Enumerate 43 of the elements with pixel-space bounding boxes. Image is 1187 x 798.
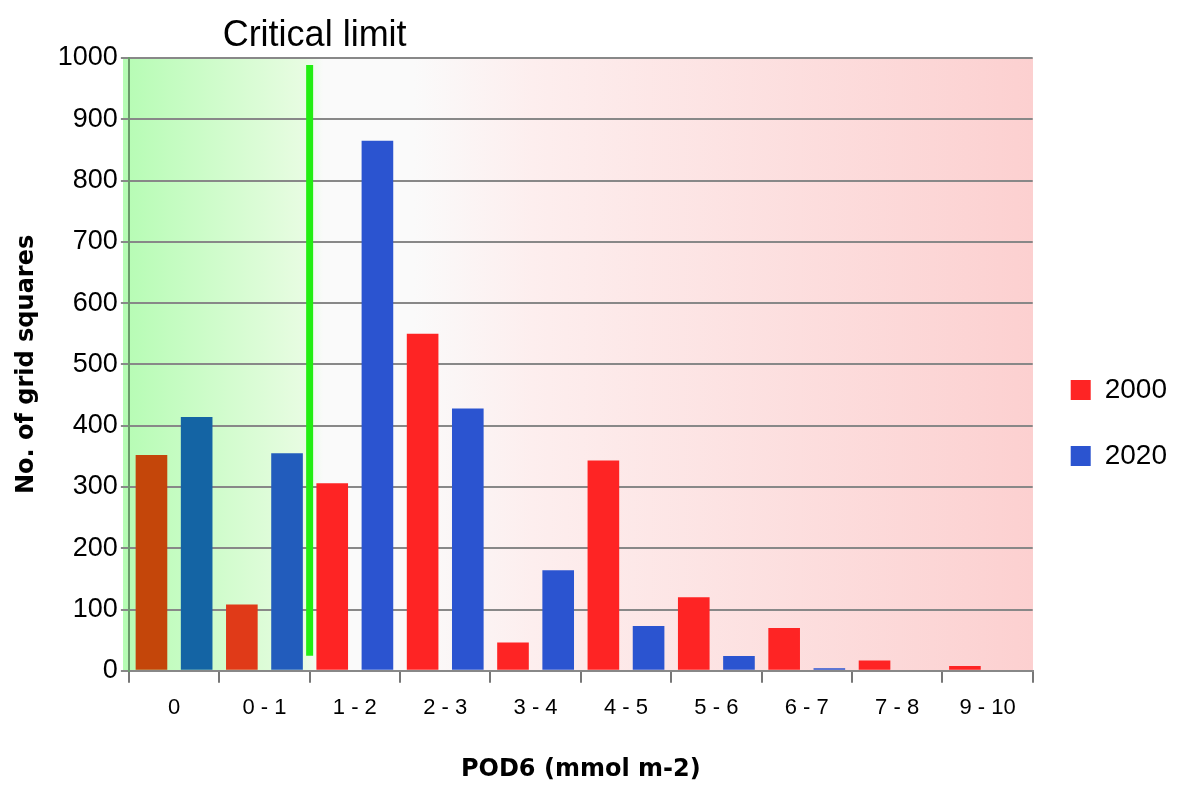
bar [135,455,168,670]
bar [316,483,349,670]
y-tick-label: 400 [72,409,118,440]
y-tick-label: 1000 [57,41,118,72]
y-tick-label: 800 [72,164,118,195]
bar [497,642,529,670]
x-tick-label: 3 - 4 [513,694,558,720]
bar [949,665,981,670]
y-tick-label: 500 [72,347,118,378]
bar [180,417,213,670]
x-tick-label: 1 - 2 [332,694,377,720]
bar [723,656,755,670]
y-tick-label: 700 [72,225,118,256]
x-tick-label: 0 - 1 [242,694,287,720]
bar [768,627,800,670]
y-tick-label: 900 [72,102,118,133]
x-tick-label: 5 - 6 [694,694,739,720]
y-tick-label: 300 [72,470,118,501]
bar [587,460,620,670]
y-tick-label: 100 [72,592,118,623]
x-tick-label: 0 [167,694,181,720]
ref-line-label: Critical limit [222,12,407,54]
x-axis-title: POD6 (mmol m-2) [460,753,701,782]
bar [858,660,891,670]
legend-label: 2000 [1104,372,1168,404]
bar [361,140,394,670]
legend-label: 2020 [1104,438,1168,470]
bar [451,408,484,670]
y-tick-label: 200 [72,531,118,562]
x-tick-label: 4 - 5 [603,694,648,720]
bar [226,604,258,670]
bar [632,626,665,670]
bar [677,597,710,670]
y-tick-label: 600 [72,286,118,317]
y-tick-label: 0 [102,654,118,685]
y-axis-title: No. of grid squares [10,234,39,495]
x-tick-label: 2 - 3 [423,694,468,720]
bar [542,570,575,670]
bar [271,453,303,670]
x-tick-label: 6 - 7 [784,694,829,720]
x-tick-label: 7 - 8 [875,694,920,720]
bar [406,333,439,670]
x-tick-label: 9 - 10 [959,694,1016,720]
